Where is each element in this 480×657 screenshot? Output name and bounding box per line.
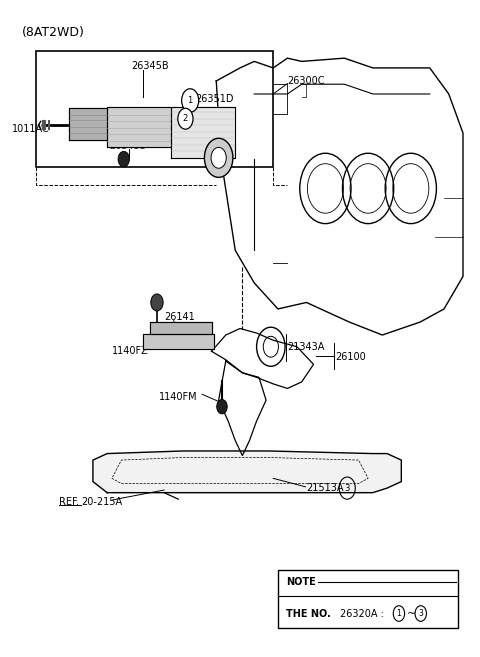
FancyBboxPatch shape [278, 570, 458, 628]
Text: 1140FZ: 1140FZ [112, 346, 149, 356]
Polygon shape [69, 108, 107, 139]
Text: 20-215A: 20-215A [81, 497, 122, 507]
Text: 1: 1 [396, 609, 401, 618]
Text: 3: 3 [345, 484, 350, 493]
Text: NOTE: NOTE [287, 578, 316, 587]
Text: 3: 3 [419, 609, 423, 618]
Text: 26345B: 26345B [131, 61, 168, 71]
Text: ~: ~ [407, 608, 416, 618]
Circle shape [217, 399, 227, 414]
Text: 21513A: 21513A [306, 483, 344, 493]
Text: 1011AC: 1011AC [12, 124, 50, 134]
Text: 26320A :: 26320A : [340, 608, 386, 618]
Text: 21343A: 21343A [288, 342, 325, 351]
Text: 1: 1 [188, 96, 193, 105]
Text: 26141: 26141 [164, 312, 195, 322]
Circle shape [118, 151, 130, 167]
Polygon shape [93, 451, 401, 493]
Text: 26343S: 26343S [109, 141, 146, 151]
Text: REF.: REF. [59, 497, 79, 507]
Text: 26300C: 26300C [288, 76, 325, 86]
Polygon shape [150, 322, 212, 334]
Polygon shape [171, 107, 235, 158]
Circle shape [181, 89, 199, 112]
Text: THE NO.: THE NO. [287, 608, 331, 618]
Circle shape [178, 108, 193, 129]
Circle shape [204, 138, 233, 177]
Text: 1140FM: 1140FM [159, 392, 198, 402]
Polygon shape [143, 334, 214, 350]
Polygon shape [107, 107, 171, 147]
Text: 2: 2 [183, 114, 188, 124]
Circle shape [151, 294, 163, 311]
Text: 26351D: 26351D [195, 94, 233, 104]
Circle shape [211, 147, 226, 168]
Text: (8AT2WD): (8AT2WD) [22, 26, 84, 39]
Text: 26100: 26100 [335, 351, 366, 361]
